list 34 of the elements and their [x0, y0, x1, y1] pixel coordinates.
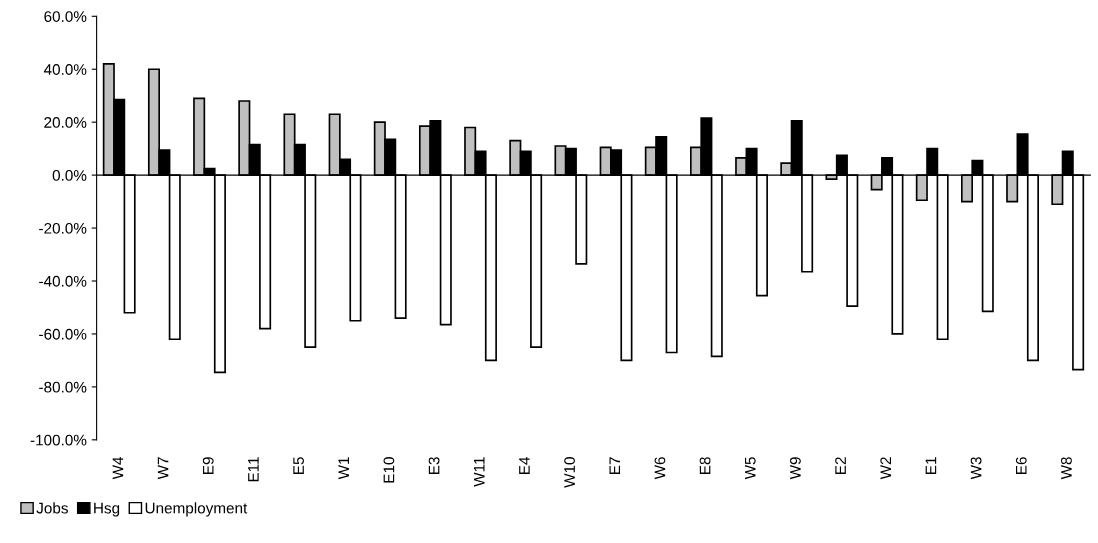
y-tick-label: -100.0% — [30, 434, 87, 446]
x-tick-label: W4 — [112, 456, 124, 480]
x-tick-label: W10 — [564, 457, 575, 488]
y-tick-label: -20.0% — [39, 222, 87, 234]
x-tick-label: E6 — [1015, 457, 1027, 474]
x-tick-label: E7 — [609, 457, 620, 474]
x-tick-label: E1 — [925, 457, 937, 474]
x-tick-label: E11 — [248, 457, 259, 482]
y-tick-label: 60.0% — [44, 11, 87, 22]
x-tick-label: W6 — [654, 457, 666, 480]
x-tick-label: E2 — [835, 457, 846, 474]
legend-label: Unemployment — [145, 502, 248, 517]
y-tick-label: 40.0% — [43, 64, 87, 75]
y-tick-label: -60.0% — [39, 328, 87, 340]
legend-label: Jobs — [36, 502, 68, 514]
x-tick-label: E5 — [293, 457, 304, 474]
x-tick-label: E9 — [202, 457, 214, 474]
x-tick-label: E4 — [519, 456, 530, 474]
x-tick-label: W8 — [1061, 457, 1072, 480]
x-tick-label: W5 — [745, 457, 756, 480]
x-tick-label: W7 — [157, 457, 169, 480]
x-tick-label: W11 — [473, 457, 485, 487]
y-tick-label: 0.0% — [52, 169, 87, 181]
x-tick-label: E3 — [428, 457, 440, 474]
x-tick-label: W3 — [970, 457, 982, 480]
y-tick-label: 20.0% — [44, 117, 87, 128]
y-tick-label: -80.0% — [39, 381, 87, 393]
legend-label: Hsg — [94, 502, 120, 517]
y-tick-label: -40.0% — [39, 275, 87, 287]
x-tick-label: W1 — [338, 457, 349, 480]
x-tick-label: W9 — [790, 457, 801, 480]
x-tick-label: W2 — [880, 457, 892, 480]
x-tick-label: E8 — [699, 457, 711, 474]
x-tick-label: E10 — [383, 457, 395, 483]
